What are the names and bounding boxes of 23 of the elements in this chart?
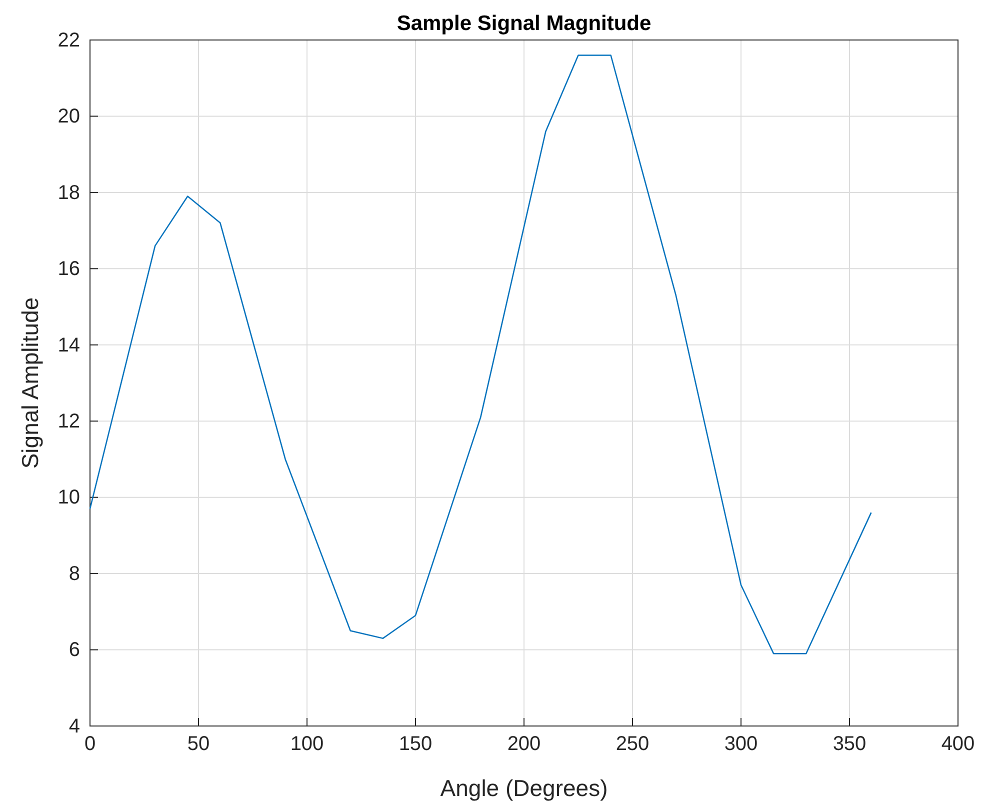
y-tick-label: 10 bbox=[58, 486, 80, 509]
y-tick-label: 22 bbox=[58, 29, 80, 52]
y-tick-label: 18 bbox=[58, 182, 80, 204]
y-axis-title: Signal Amplitude bbox=[17, 297, 43, 469]
y-tick-label: 16 bbox=[58, 258, 80, 280]
y-tick-label: 4 bbox=[68, 715, 80, 738]
x-tick-label: 100 bbox=[290, 733, 324, 756]
y-tick-label: 14 bbox=[58, 334, 80, 356]
y-tick-label: 6 bbox=[68, 639, 80, 662]
y-tick-label: 8 bbox=[68, 562, 80, 585]
x-tick-label: 300 bbox=[724, 733, 758, 756]
x-axis-title: Angle (Degrees) bbox=[440, 775, 608, 801]
x-tick-label: 0 bbox=[84, 733, 96, 756]
y-tick-label: 20 bbox=[58, 106, 80, 128]
x-tick-label: 350 bbox=[832, 733, 866, 756]
x-tick-label: 400 bbox=[941, 733, 975, 756]
x-tick-label: 50 bbox=[187, 733, 210, 756]
x-tick-label: 200 bbox=[507, 733, 541, 756]
y-tick-label: 12 bbox=[58, 410, 80, 433]
x-tick-label: 150 bbox=[398, 733, 432, 756]
x-tick-label: 250 bbox=[616, 733, 650, 756]
line-series bbox=[89, 54, 872, 654]
chart-title: Sample Signal Magnitude bbox=[396, 12, 652, 35]
